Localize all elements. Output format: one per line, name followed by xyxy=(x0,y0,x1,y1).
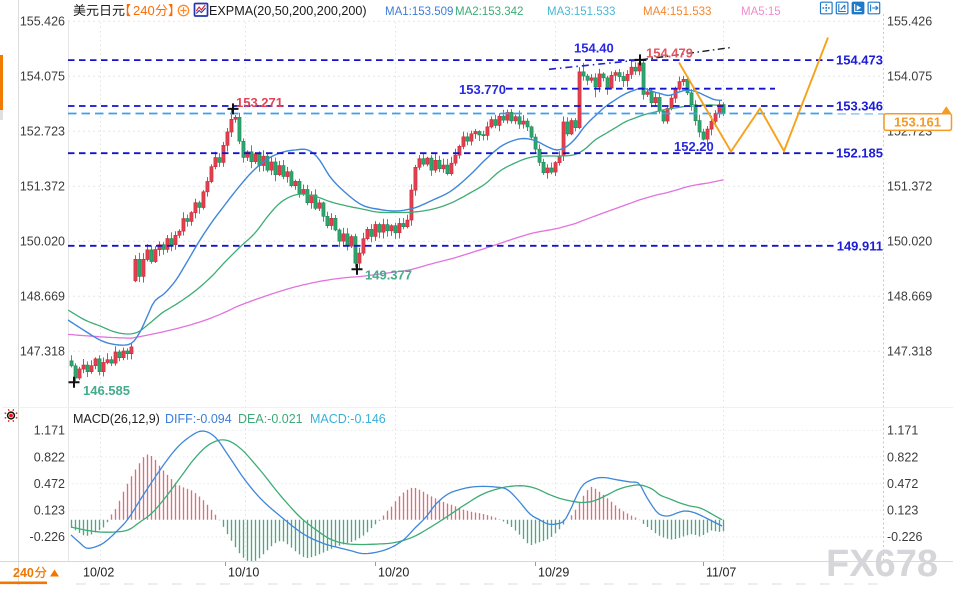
svg-text:0.822: 0.822 xyxy=(34,450,65,464)
svg-text:153.271: 153.271 xyxy=(236,95,283,110)
svg-text:MACD(26,12,9): MACD(26,12,9) xyxy=(73,412,160,426)
svg-text:151.372: 151.372 xyxy=(887,180,932,194)
svg-text:DEA:-0.021: DEA:-0.021 xyxy=(238,412,303,426)
svg-text:154.479: 154.479 xyxy=(646,46,693,61)
svg-text:148.669: 148.669 xyxy=(887,290,932,304)
svg-text:152.20: 152.20 xyxy=(674,139,714,154)
svg-text:0.822: 0.822 xyxy=(887,450,918,464)
svg-text:240: 240 xyxy=(13,566,34,580)
svg-text:155.426: 155.426 xyxy=(20,15,65,29)
svg-text:0.123: 0.123 xyxy=(887,504,918,518)
svg-text:155.426: 155.426 xyxy=(887,15,932,29)
svg-text:-0.226: -0.226 xyxy=(30,530,65,544)
svg-text:152.185: 152.185 xyxy=(836,146,883,161)
svg-text:154.075: 154.075 xyxy=(20,70,65,84)
svg-text:150.020: 150.020 xyxy=(20,235,65,249)
svg-text:240: 240 xyxy=(133,3,155,18)
svg-text:10/02: 10/02 xyxy=(83,566,114,580)
svg-text:1.171: 1.171 xyxy=(34,424,65,438)
svg-text:MACD:-0.146: MACD:-0.146 xyxy=(310,412,386,426)
svg-text:147.318: 147.318 xyxy=(887,345,932,359)
svg-text:10/20: 10/20 xyxy=(378,566,409,580)
svg-text:146.585: 146.585 xyxy=(83,383,130,398)
svg-text:0.472: 0.472 xyxy=(887,477,918,491)
svg-text:150.020: 150.020 xyxy=(887,235,932,249)
svg-text:152.723: 152.723 xyxy=(20,125,65,139)
svg-text:0.472: 0.472 xyxy=(34,477,65,491)
svg-text:149.911: 149.911 xyxy=(837,238,883,253)
svg-text:154.075: 154.075 xyxy=(887,70,932,84)
svg-text:151.372: 151.372 xyxy=(20,180,65,194)
svg-text:154.473: 154.473 xyxy=(836,53,883,68)
svg-text:154.40: 154.40 xyxy=(574,41,614,56)
svg-text:MA3:151.533: MA3:151.533 xyxy=(547,6,615,18)
svg-text:0.123: 0.123 xyxy=(34,504,65,518)
svg-text:MA5:15: MA5:15 xyxy=(741,6,781,18)
svg-text:FX678: FX678 xyxy=(826,543,938,585)
svg-text:153.346: 153.346 xyxy=(836,98,883,113)
svg-text:153.770: 153.770 xyxy=(459,82,506,97)
svg-text:EXPMA(20,50,200,200,200): EXPMA(20,50,200,200,200) xyxy=(209,4,367,18)
svg-text:MA4:151.533: MA4:151.533 xyxy=(643,6,711,18)
svg-text:148.669: 148.669 xyxy=(20,290,65,304)
svg-text:1.171: 1.171 xyxy=(887,424,918,438)
svg-text:10/10: 10/10 xyxy=(228,566,259,580)
svg-text:-0.226: -0.226 xyxy=(887,530,922,544)
svg-text:11/07: 11/07 xyxy=(706,566,736,580)
svg-text:153.161: 153.161 xyxy=(894,115,941,130)
svg-text:MA1:153.509: MA1:153.509 xyxy=(385,6,453,18)
svg-text:149.377: 149.377 xyxy=(365,268,412,283)
svg-text:DIFF:-0.094: DIFF:-0.094 xyxy=(165,412,232,426)
svg-text:MA2:153.342: MA2:153.342 xyxy=(455,6,523,18)
svg-text:147.318: 147.318 xyxy=(20,345,65,359)
svg-text:10/29: 10/29 xyxy=(538,566,569,580)
